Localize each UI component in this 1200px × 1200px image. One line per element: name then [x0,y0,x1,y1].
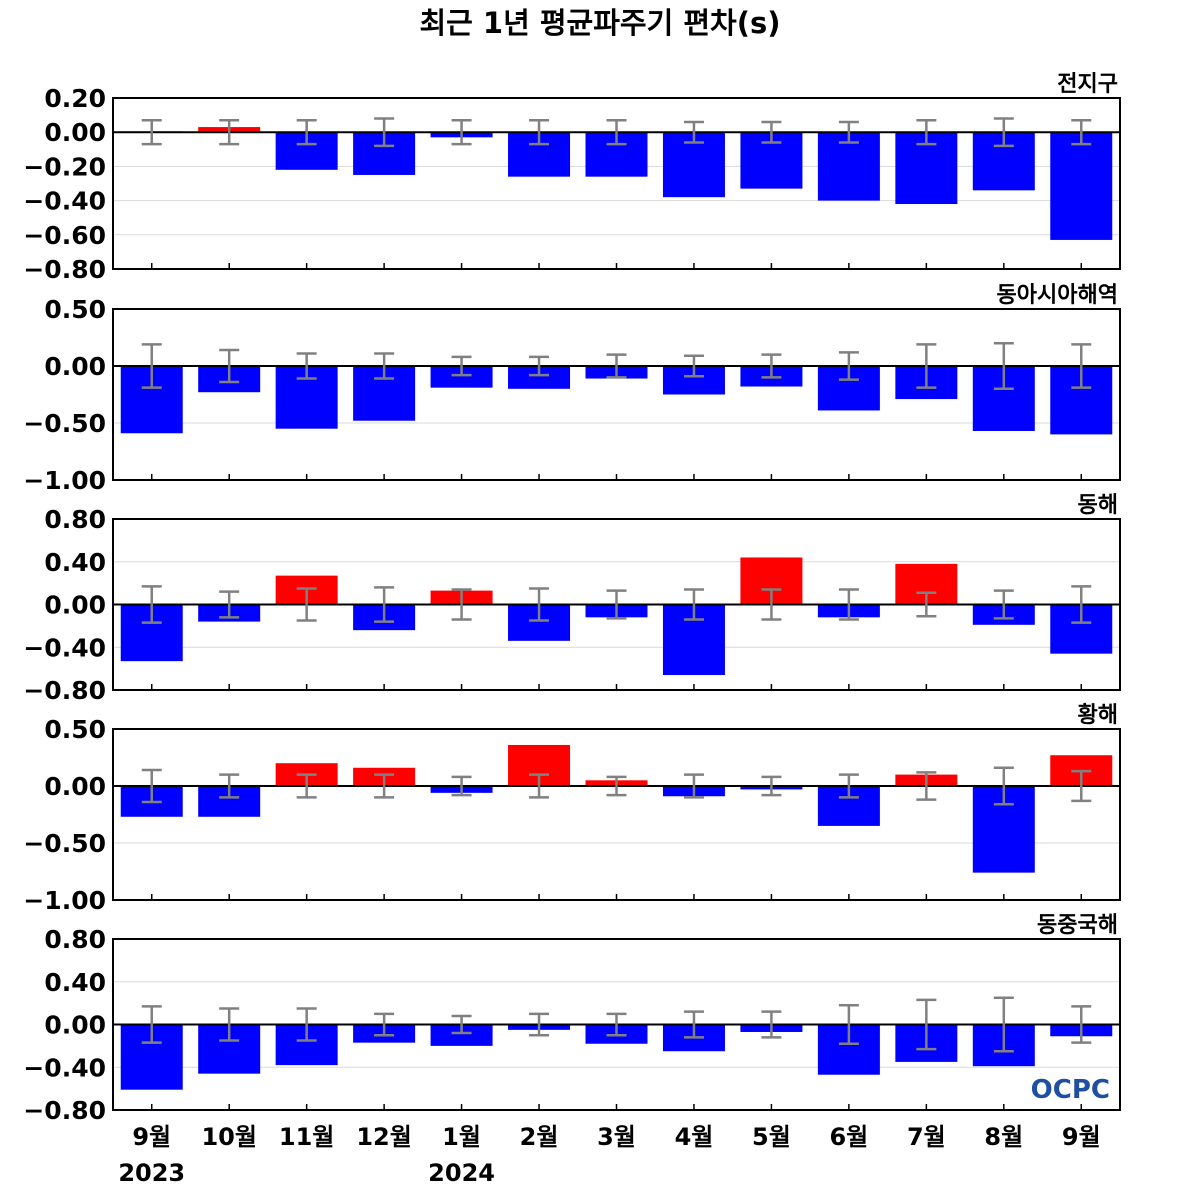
chart-panel: 0.50 0.00 −0.50 −1.00 동아시아해역 [23,283,1121,495]
x-tick-label: 7월 [907,1123,946,1151]
y-tick-label: 0.40 [44,968,106,997]
y-tick-label: 0.40 [44,548,106,577]
bar [1050,132,1113,240]
panel-frame [112,728,1121,901]
y-tick-label: 0.00 [44,118,106,147]
bar [508,366,571,389]
x-year-label: 2023 [118,1159,185,1187]
chart-panel: 0.80 0.40 0.00 −0.40 −0.80 동해 [23,493,1121,705]
chart-panel: 0.50 0.00 −0.50 −1.00 황해 [23,703,1121,915]
x-tick-label: 8월 [984,1123,1023,1151]
x-tick-label: 12월 [356,1123,411,1151]
y-tick-label: −0.40 [23,1053,106,1082]
x-axis-labels: 9월 10월 11월 12월 1월 2월 3월 4월 5월 6월 7월 8월 9월 2023 2024 [118,1123,1100,1187]
y-tick-label: 0.00 [44,352,106,381]
y-tick-label: −0.80 [23,1096,106,1125]
y-tick-label: 0.00 [44,591,106,620]
panel-title: 동중국해 [1037,913,1118,938]
panel-frame [112,308,1121,481]
y-tick-label: −0.80 [23,676,106,705]
x-tick-label: 6월 [829,1123,868,1151]
y-tick-label: 0.80 [44,925,106,954]
y-tick-label: −0.20 [23,152,106,181]
x-tick-label: 1월 [442,1123,481,1151]
x-tick-label: 5월 [752,1123,791,1151]
x-tick-label: 4월 [675,1123,714,1151]
y-tick-label: 0.20 [44,84,106,113]
y-tick-label: −0.50 [23,409,106,438]
panel-title: 전지구 [1057,72,1118,97]
y-tick-label: −0.40 [23,633,106,662]
x-year-label: 2024 [428,1159,495,1187]
x-tick-label: 2월 [520,1123,559,1151]
chart-panel: 0.20 0.00 −0.20 −0.40 −0.60 −0.80 전지구 [23,72,1121,284]
y-tick-label: −0.50 [23,829,106,858]
x-tick-label: 3월 [597,1123,636,1151]
bar [430,1024,493,1046]
chart-panel: 0.80 0.40 0.00 −0.40 −0.80 동중국해 [23,913,1121,1125]
panel-title: 동해 [1078,493,1118,518]
panel-title: 황해 [1078,703,1118,728]
chart-panels: 0.20 0.00 −0.20 −0.40 −0.60 −0.80 전지구 0.50 0.00 −… [23,72,1121,1125]
y-tick-label: 0.00 [44,772,106,801]
y-tick-label: −1.00 [23,886,106,915]
y-tick-label: 0.00 [44,1011,106,1040]
x-tick-label: 10월 [201,1123,256,1151]
y-tick-label: −0.40 [23,187,106,216]
ocpc-logo: OCPC [1031,1075,1110,1105]
y-tick-label: 0.50 [44,295,106,324]
panel-title: 동아시아해역 [997,283,1118,308]
y-tick-label: 0.80 [44,505,106,534]
x-tick-label: 9월 [132,1123,171,1151]
bar [430,366,493,388]
x-tick-label: 9월 [1062,1123,1101,1151]
y-tick-label: −0.60 [23,221,106,250]
chart-title: 최근 1년 평균파주기 편차(s) [419,6,780,40]
y-tick-label: −0.80 [23,255,106,284]
y-tick-label: 0.50 [44,715,106,744]
y-tick-label: −1.00 [23,466,106,495]
x-tick-label: 11월 [279,1123,334,1151]
